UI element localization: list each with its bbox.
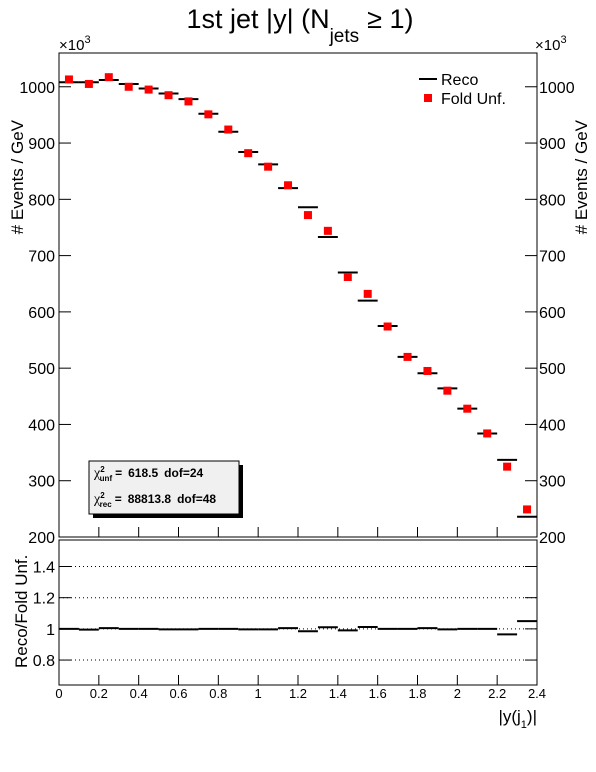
legend-label: Fold Unf. [441,91,506,108]
data-point [64,75,73,84]
y-tick-label: 1.4 [33,560,55,577]
data-point [523,505,532,514]
y-tick-label: 700 [539,249,566,266]
data-point [284,181,293,190]
data-point [463,404,472,413]
stats-symbol: χ [93,466,101,481]
x-tick-label: 0.4 [130,686,148,701]
y-tick-label: 1.2 [33,591,55,608]
x-tick-label: 2.4 [528,686,546,701]
x-axis-title: |y(j1)| [498,707,537,731]
data-point [224,125,233,134]
data-point [423,366,432,375]
data-point [383,322,392,331]
stats-eq: = [115,492,122,506]
y-tick-label: 300 [539,474,566,491]
data-point [164,91,173,100]
data-point [323,226,332,235]
data-point [303,211,312,220]
x-tick-label: 0.8 [209,686,227,701]
y-tick-label: 500 [28,361,55,378]
stats-eq: = [115,466,122,480]
data-point [104,73,113,82]
legend-label: Reco [441,72,478,89]
data-point [363,289,372,298]
stats-dof: dof=24 [164,466,203,480]
y-tick-label: 200 [28,530,55,547]
y-tick-label: 600 [539,305,566,322]
stats-sup: 2 [100,491,105,500]
stats-sub: unf [100,474,113,483]
stats-value: 618.5 [128,466,158,480]
y-tick-label: 400 [28,417,55,434]
x-tick-label: 2.2 [488,686,506,701]
y-tick-label: 700 [28,249,55,266]
y-tick-label: 600 [28,305,55,322]
x-tick-label: 0.6 [169,686,187,701]
data-point [144,85,153,94]
stats-value: 88813.8 [128,492,172,506]
legend-swatch [424,94,432,102]
ratio-y-axis-title: Reco/Fold Unf. [12,555,31,668]
x-tick-label: 1.8 [408,686,426,701]
y-tick-label: 1000 [539,80,575,97]
x-tick-label: 1.4 [329,686,347,701]
data-point [204,110,213,119]
stats-row: χ2 rec = 88813.8 dof=48 [93,491,216,509]
chart-title: 1st jet |y| (Njets≥ 1) [187,4,414,47]
y-tick-label: 1 [46,622,55,639]
stats-sub: rec [100,500,113,509]
stats-dof: dof=48 [177,492,216,506]
data-point [264,162,273,171]
y-tick-label: 200 [539,530,566,547]
data-point [124,82,133,91]
x-tick-label: 0 [55,686,62,701]
y-tick-label: 900 [28,136,55,153]
y-axis-title: # Events / GeV [572,119,591,234]
x-tick-label: 1.2 [289,686,307,701]
y-tick-label: 300 [28,474,55,491]
y-tick-label: 900 [539,136,566,153]
y-tick-label: 500 [539,361,566,378]
x-tick-label: 0.2 [90,686,108,701]
y-axis-title: # Events / GeV [8,119,27,234]
x-tick-label: 2 [454,686,461,701]
data-point [483,429,492,438]
data-point [503,462,512,471]
y-tick-label: 1000 [19,80,55,97]
stats-sup: 2 [100,465,105,474]
y-tick-label: 800 [539,192,566,209]
x-tick-label: 1 [255,686,262,701]
stats-row: χ2 unf = 618.5 dof=24 [93,465,203,483]
data-point [184,97,193,106]
data-point [343,272,352,281]
stats-symbol: χ [93,492,101,507]
y-tick-label: 800 [28,192,55,209]
y-multiplier: ×103 [59,34,91,54]
stats-box [88,460,240,515]
y-multiplier: ×103 [535,34,567,54]
y-tick-label: 400 [539,417,566,434]
data-point [443,386,452,395]
y-tick-label: 0.8 [33,653,55,670]
data-point [403,352,412,361]
x-tick-label: 1.6 [369,686,387,701]
data-point [84,79,93,88]
data-point [244,149,253,158]
